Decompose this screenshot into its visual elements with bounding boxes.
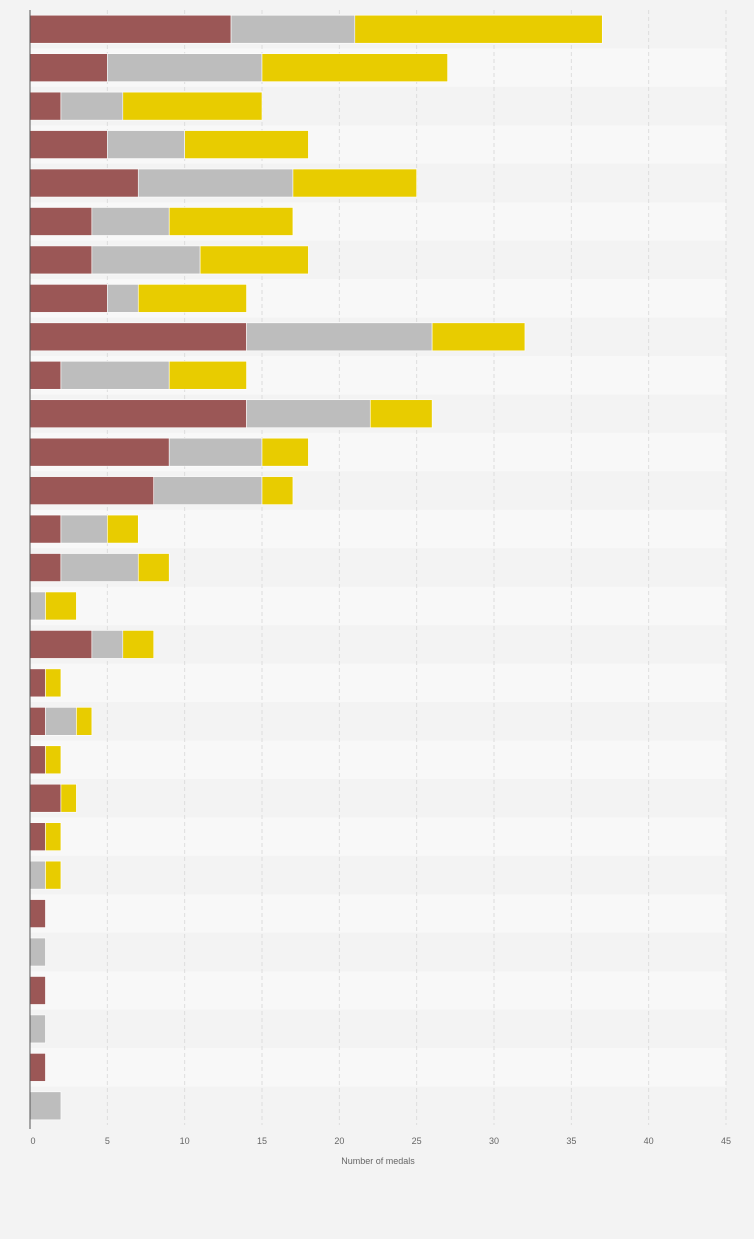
row-band [30,702,726,741]
x-tick-label: 0 [30,1136,35,1146]
x-tick-label: 35 [566,1136,576,1146]
bar-segment [60,360,170,390]
row-band [30,1009,726,1049]
bar-segment [184,130,309,159]
bar-segment [29,91,62,121]
bar-segment [29,1091,62,1121]
bar-segment [60,553,139,582]
bar-segment [76,707,93,736]
bar-segment [261,53,448,82]
bar-segment [29,591,46,621]
bar-segment [29,322,247,352]
bar-segment [45,860,62,890]
bar-segment [60,783,77,813]
x-tick-label: 40 [644,1136,654,1146]
bar-segment [29,668,46,698]
row-band [30,779,726,818]
bar-segment [29,745,46,775]
row-band [30,1048,726,1087]
bar-segment [431,322,526,352]
bar-segment [29,168,139,198]
bar-segment [29,783,62,813]
bar-segment [122,630,155,659]
bar-segment [153,476,263,505]
x-tick-label: 20 [334,1136,344,1146]
bar-segment [29,1053,46,1082]
bar-segment [45,591,77,621]
bar-segment [29,707,46,736]
bar-segment [107,514,139,544]
bar-segment [29,437,170,467]
bar-segment [199,245,309,275]
x-tick-label: 25 [412,1136,422,1146]
bar-segment [261,437,309,467]
bar-segment [45,668,62,698]
row-band [30,855,726,895]
bar-segment [137,553,170,582]
bar-segment [29,284,108,313]
bar-segment [168,360,247,390]
bar-segment [91,207,170,236]
bar-segment [45,822,62,851]
bar-segment [261,476,294,505]
row-band [30,509,726,549]
bar-segment [45,745,62,775]
x-tick-labels: 0 5 10 15 20 25 30 35 40 45 [30,1136,731,1146]
bar-segment [29,860,46,890]
bar-segment [29,899,46,928]
x-tick-label: 45 [721,1136,731,1146]
bar-segment [29,53,108,82]
bar-segment [60,91,124,121]
bar-segment [29,937,46,967]
x-tick-label: 30 [489,1136,499,1146]
bar-segment [292,168,417,198]
x-axis-title: Number of medals [341,1156,415,1166]
bar-segment [168,437,263,467]
bar-segment [29,207,93,236]
bar-segment [29,476,155,505]
row-band [30,663,726,703]
row-band [30,586,726,626]
bar-segment [29,976,46,1005]
row-band [30,894,726,933]
row-band [30,740,726,779]
row-band [30,817,726,856]
bar-segment [122,91,263,121]
bar-segment [246,399,371,429]
bar-segment [29,245,93,275]
row-band [30,1086,726,1126]
bar-segment [29,553,62,582]
bar-segment [29,1014,46,1044]
bar-segment [369,399,433,429]
bar-segment [107,53,263,82]
x-tick-label: 5 [105,1136,110,1146]
bars [29,14,603,1121]
bar-segment [107,130,185,159]
bar-segment [137,168,294,198]
bar-segment [29,399,247,429]
bar-segment [91,630,124,659]
bar-segment [45,707,77,736]
bar-segment [29,630,93,659]
bar-segment [60,514,108,544]
bar-segment [230,14,356,44]
x-tick-label: 15 [257,1136,267,1146]
bar-segment [246,322,433,352]
bar-segment [29,14,232,44]
row-band [30,932,726,972]
bar-segment [107,284,139,313]
bar-segment [91,245,201,275]
bar-segment [29,822,46,851]
bar-segment [354,14,603,44]
x-tick-label: 10 [180,1136,190,1146]
bar-segment [137,284,247,313]
bar-segment [168,207,294,236]
bar-segment [29,360,62,390]
row-band [30,971,726,1010]
bar-segment [29,514,62,544]
bar-segment [29,130,108,159]
